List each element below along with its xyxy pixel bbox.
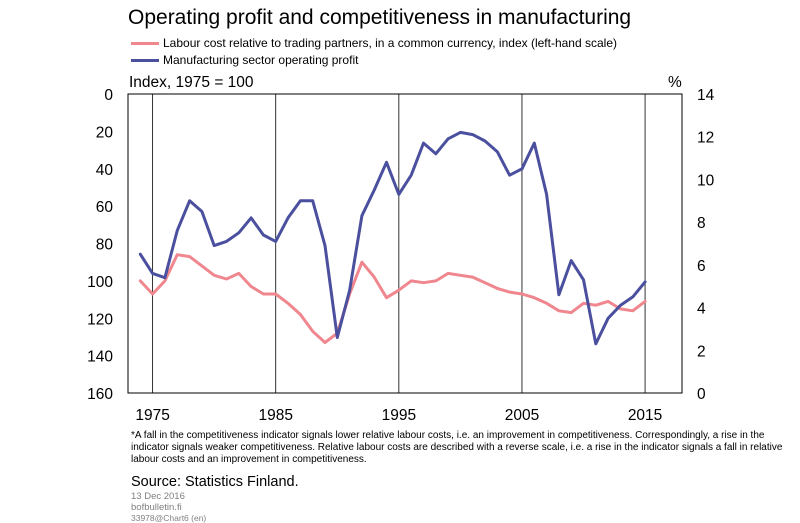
right-axis-ticks: 0 2 4 6 8 10 12 14 bbox=[697, 87, 715, 403]
left-tick-label-100: 100 bbox=[87, 274, 113, 291]
series-line-labour-cost bbox=[138, 253, 647, 344]
x-tick-label-2015: 2015 bbox=[628, 407, 662, 424]
website: bofbulletin.fi bbox=[131, 502, 182, 513]
legend-swatch-operating-profit bbox=[131, 58, 159, 62]
series-line-operating-profit bbox=[138, 130, 647, 346]
chart-id: 33978@Chart6 (en) bbox=[131, 513, 207, 523]
x-tick-label-1995: 1995 bbox=[382, 407, 416, 424]
left-tick-label-60: 60 bbox=[96, 199, 114, 216]
gridlines bbox=[152, 94, 646, 393]
legend-swatch-labour-cost bbox=[131, 41, 159, 45]
right-tick-label-6: 6 bbox=[697, 258, 706, 275]
right-tick-label-10: 10 bbox=[697, 172, 715, 189]
left-tick-label-0: 0 bbox=[104, 87, 113, 104]
right-tick-label-0: 0 bbox=[697, 386, 706, 403]
legend-label-labour-cost: Labour cost relative to trading partners… bbox=[163, 36, 617, 50]
series-lines bbox=[138, 130, 647, 346]
x-axis-ticks: 1975 1985 1995 2005 2015 bbox=[135, 407, 662, 424]
x-tick-label-1985: 1985 bbox=[258, 407, 292, 424]
x-tick-label-2005: 2005 bbox=[505, 407, 539, 424]
right-axis-label: % bbox=[668, 74, 682, 91]
right-tick-label-14: 14 bbox=[697, 87, 715, 104]
left-tick-label-80: 80 bbox=[96, 237, 114, 254]
left-tick-label-160: 160 bbox=[87, 386, 113, 403]
right-tick-label-2: 2 bbox=[697, 343, 706, 360]
right-tick-label-12: 12 bbox=[697, 130, 714, 147]
chart-title: Operating profit and competitiveness in … bbox=[128, 6, 632, 29]
left-tick-label-40: 40 bbox=[96, 162, 114, 179]
legend-item-operating-profit: Manufacturing sector operating profit bbox=[131, 53, 358, 67]
x-tick-label-1975: 1975 bbox=[135, 407, 169, 424]
left-tick-label-140: 140 bbox=[87, 349, 113, 366]
right-tick-label-8: 8 bbox=[697, 215, 706, 232]
left-axis-ticks: 0 20 40 60 80 100 120 140 160 bbox=[87, 87, 113, 403]
right-tick-label-4: 4 bbox=[697, 301, 706, 318]
source-text: Source: Statistics Finland. bbox=[131, 474, 299, 490]
plot-frame bbox=[127, 93, 683, 394]
legend-label-operating-profit: Manufacturing sector operating profit bbox=[163, 53, 359, 67]
footnote: *A fall in the competitiveness indicator… bbox=[131, 430, 783, 465]
left-tick-label-120: 120 bbox=[87, 311, 113, 328]
legend-item-labour-cost: Labour cost relative to trading partners… bbox=[131, 36, 617, 50]
left-tick-label-20: 20 bbox=[96, 124, 114, 141]
publication-date: 13 Dec 2016 bbox=[131, 491, 185, 502]
left-axis-label: Index, 1975 = 100 bbox=[129, 74, 254, 91]
